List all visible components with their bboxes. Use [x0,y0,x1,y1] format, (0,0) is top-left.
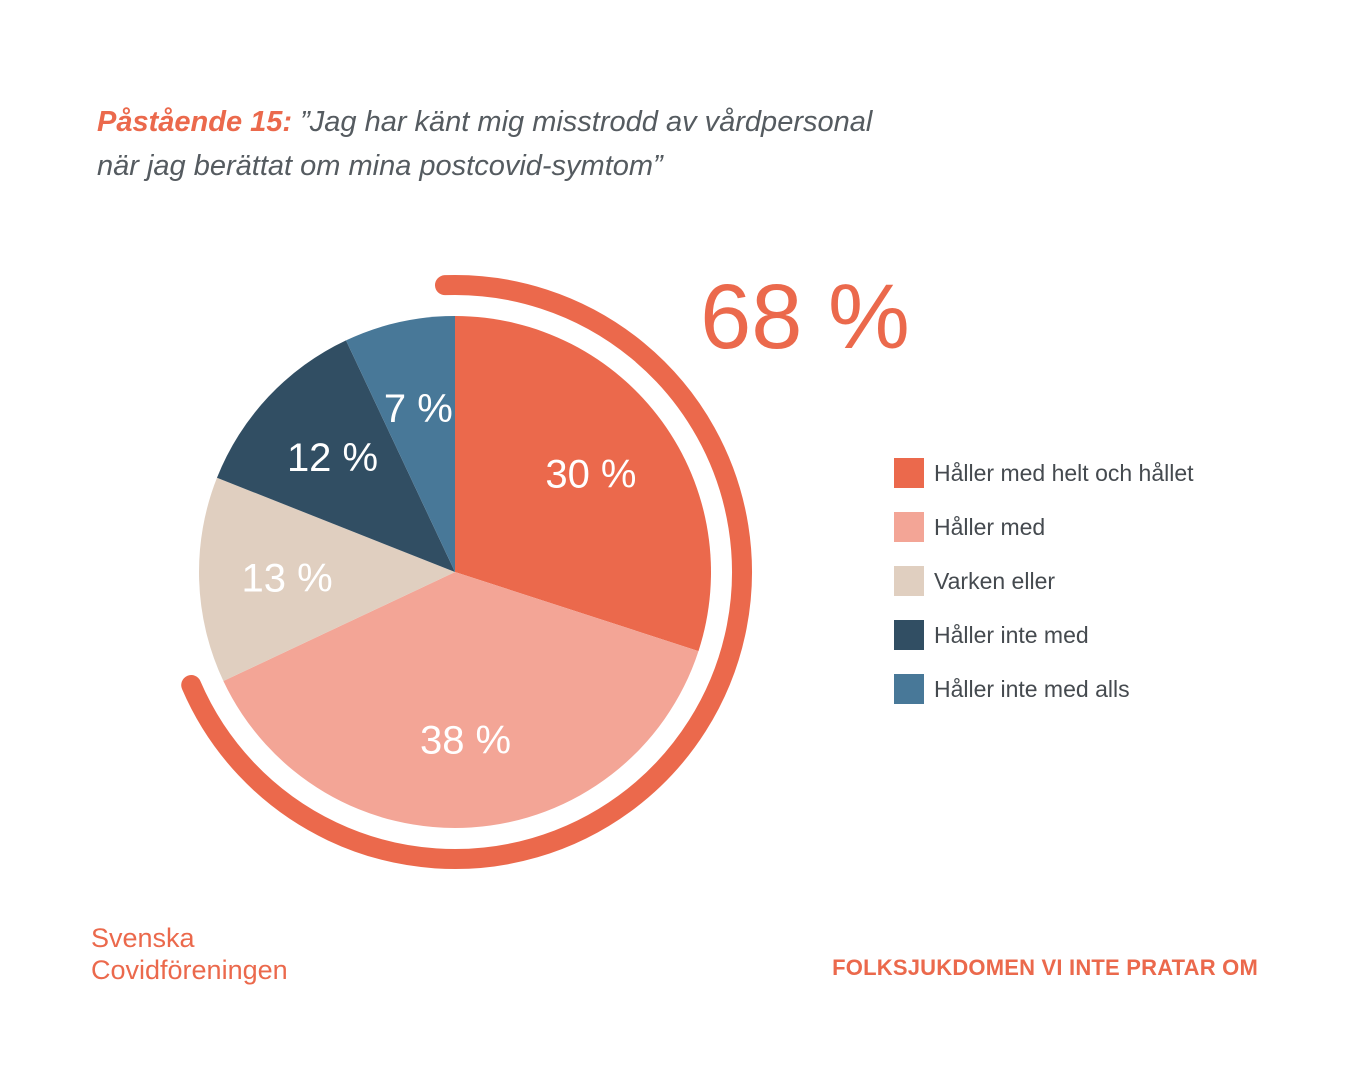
pie-slice [199,477,455,681]
legend-label: Håller inte med alls [934,676,1130,702]
title-line-1: ”Jag har känt mig misstrodd av vårdperso… [292,106,873,138]
legend-label: Håller inte med [934,622,1089,648]
chart-title: Påstående 15: ”Jag har känt mig misstrod… [97,100,997,188]
legend-label: Varken eller [934,568,1056,594]
title-lead: Påstående 15: [97,106,293,138]
footer-slogan: FOLKSJUKDOMEN VI INTE PRATAR OM [832,955,1258,980]
legend-item: Varken eller [894,566,1194,620]
highlight-arc [181,275,752,869]
legend-label: Håller med helt och hållet [934,460,1194,486]
pie-slice [455,316,711,652]
brand-line-1: Svenska [91,923,195,953]
brand-logo: Svenska Covidföreningen [91,922,288,986]
legend-swatch [894,512,924,542]
slice-value-label: 38 % [420,719,511,763]
legend: Håller med helt och hållet Håller med Vark… [894,458,1194,728]
slice-value-label: 13 % [241,556,332,600]
slice-value-label: 7 % [384,387,453,431]
legend-item: Håller med [894,512,1194,566]
slice-value-label: 30 % [545,452,636,496]
legend-item: Håller inte med alls [894,674,1194,728]
legend-label: Håller med [934,514,1046,540]
legend-swatch [894,674,924,704]
pie-slice [216,340,455,572]
legend-swatch [894,458,924,488]
legend-item: Håller inte med [894,620,1194,674]
brand-line-2: Covidföreningen [91,955,288,985]
slice-value-label: 12 % [287,436,378,480]
highlight-label: 68 % [700,266,910,368]
title-line-2: när jag berättat om mina postcovid-symto… [97,150,663,182]
pie-slice [223,572,699,829]
legend-swatch [894,620,924,650]
legend-item: Håller med helt och hållet [894,458,1194,512]
pie-slice [346,316,455,572]
legend-swatch [894,566,924,596]
